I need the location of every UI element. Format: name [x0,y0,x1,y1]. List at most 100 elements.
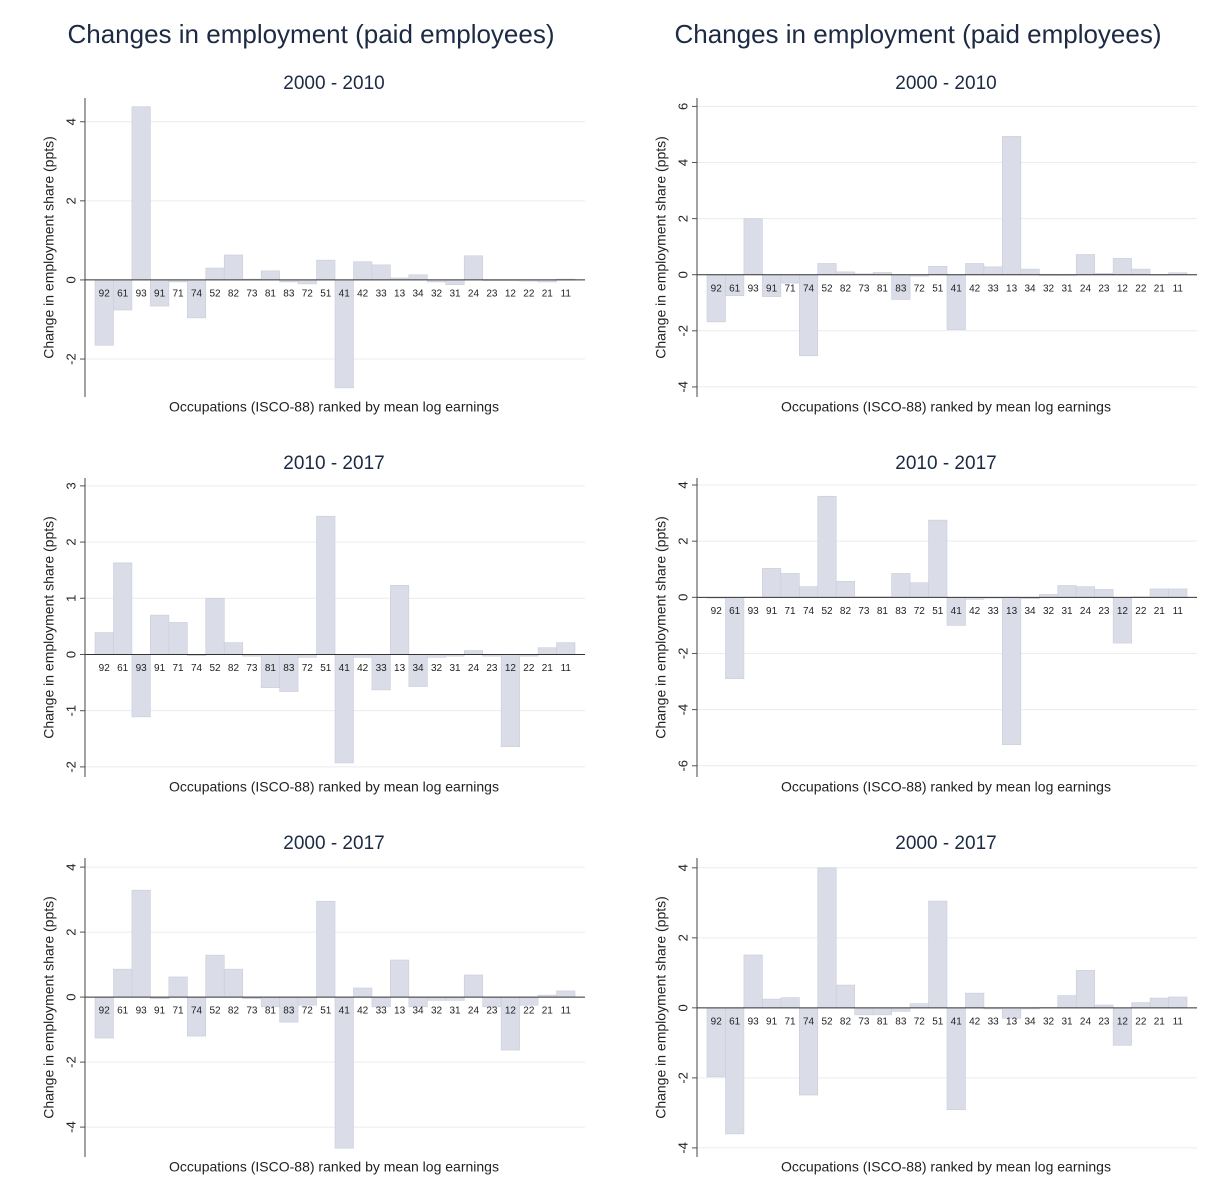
x-tick-label: 61 [117,1006,129,1017]
bar [928,900,948,1009]
bar [297,996,317,1006]
bar [1168,996,1188,1009]
x-tick-label: 83 [895,606,907,617]
column-heading: Changes in employment (paid employees) [67,19,554,49]
x-tick-label: 31 [449,1006,461,1017]
x-tick-label: 51 [932,1016,944,1027]
x-tick-label: 11 [1173,283,1184,294]
bar [835,984,855,1009]
bar [817,495,837,598]
x-tick-label: 52 [821,606,833,617]
bar [131,889,151,998]
bar [817,263,837,276]
bar [743,954,763,1009]
x-tick-label: 73 [858,283,870,294]
x-tick-label: 72 [302,663,314,674]
x-tick-label: 92 [711,606,723,617]
y-tick-label: -4 [675,704,690,716]
chart-title: 2000 - 2017 [283,833,384,854]
x-tick-label: 34 [413,663,425,674]
x-tick-label: 11 [561,289,572,300]
x-tick-label: 32 [431,289,443,300]
x-tick-label: 93 [748,283,760,294]
x-tick-label: 74 [803,1016,815,1027]
y-tick-label: 6 [675,103,690,110]
x-tick-label: 61 [729,283,741,294]
bar [780,997,800,1009]
bar [743,218,763,276]
bar [1002,597,1022,746]
x-tick-label: 91 [154,1006,166,1017]
x-tick-label: 42 [969,606,981,617]
x-tick-label: 92 [711,1016,723,1027]
x-tick-label: 93 [748,1016,760,1027]
chart-title: 2010 - 2017 [895,453,996,474]
x-tick-label: 42 [357,1006,369,1017]
x-tick-label: 71 [785,283,797,294]
bar [316,515,336,655]
x-tick-label: 93 [748,606,760,617]
bar [260,270,280,281]
bar [168,976,188,998]
x-tick-label: 91 [766,606,778,617]
x-tick-label: 92 [711,283,723,294]
x-tick-label: 72 [914,283,926,294]
x-tick-label: 83 [895,283,907,294]
x-tick-label: 32 [431,1006,443,1017]
y-tick-label: -6 [675,760,690,772]
x-tick-label: 71 [173,1006,185,1017]
y-tick-label: -2 [675,1072,690,1084]
bar [223,254,243,281]
x-tick-label: 22 [523,289,535,300]
bar [762,998,782,1009]
x-tick-label: 12 [1117,283,1129,294]
x-tick-label: 12 [1117,1016,1129,1027]
x-tick-label: 82 [840,1016,852,1027]
x-tick-label: 74 [191,663,203,674]
x-axis-label: Occupations (ISCO-88) ranked by mean log… [169,779,499,795]
bar [965,263,985,276]
x-tick-label: 51 [320,289,332,300]
x-axis-label: Occupations (ISCO-88) ranked by mean log… [169,399,499,415]
bar [1057,585,1077,598]
x-tick-label: 32 [1043,1016,1055,1027]
x-axis-label: Occupations (ISCO-88) ranked by mean log… [781,1159,1111,1175]
x-tick-label: 91 [154,289,166,300]
x-tick-label: 91 [766,1016,778,1027]
y-tick-label: -2 [675,325,690,337]
bar [1075,586,1095,598]
x-tick-label: 71 [785,606,797,617]
x-tick-label: 82 [840,606,852,617]
bar [223,642,243,655]
x-tick-label: 23 [486,1006,498,1017]
x-tick-label: 72 [302,1006,314,1017]
y-tick-label: 0 [63,651,78,658]
x-tick-label: 31 [1061,283,1073,294]
x-tick-label: 11 [561,663,572,674]
bar [113,562,133,655]
x-tick-label: 21 [542,663,554,674]
x-tick-label: 74 [803,606,815,617]
bar [817,867,837,1009]
x-tick-label: 12 [505,1006,517,1017]
y-tick-label: 2 [675,934,690,941]
x-axis-label: Occupations (ISCO-88) ranked by mean log… [781,399,1111,415]
y-tick-label: -2 [63,761,78,773]
x-tick-label: 33 [988,283,1000,294]
bar [928,265,948,276]
bar [94,996,114,1039]
bar [835,581,855,598]
x-tick-label: 42 [969,283,981,294]
bar [1112,597,1132,644]
bar [1112,258,1132,276]
x-tick-label: 34 [1025,606,1037,617]
bar [1075,970,1095,1009]
y-tick-label: 2 [675,538,690,545]
y-tick-label: -2 [63,1056,78,1068]
x-tick-label: 92 [99,289,111,300]
x-tick-label: 73 [858,606,870,617]
x-tick-label: 81 [877,283,889,294]
x-tick-label: 11 [561,1006,572,1017]
